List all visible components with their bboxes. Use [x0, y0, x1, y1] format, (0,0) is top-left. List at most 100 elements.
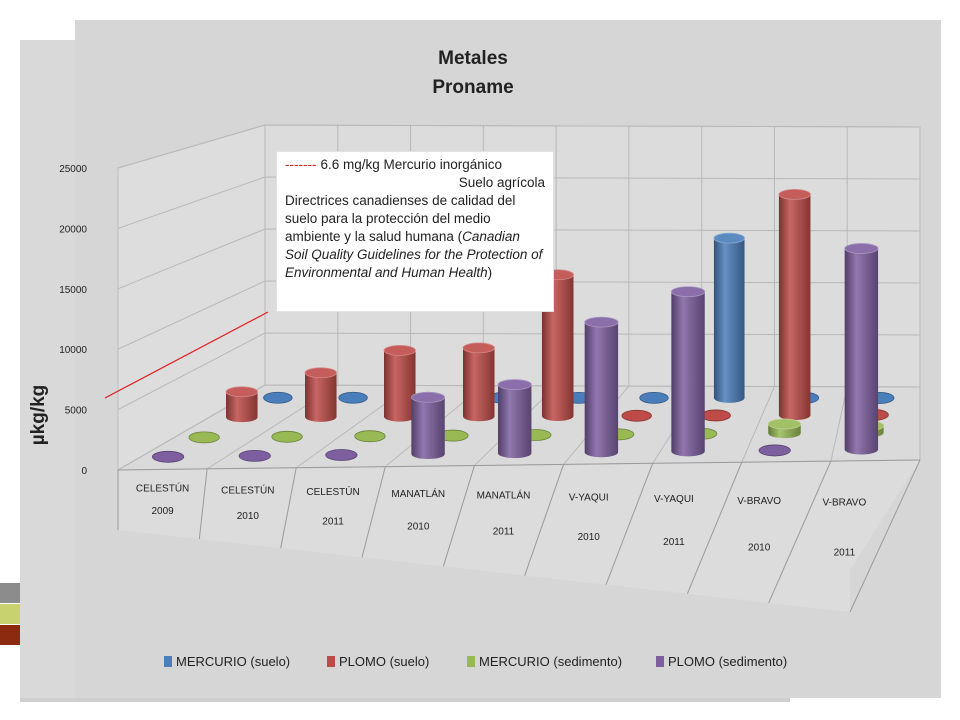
- annotation-line2: Suelo agrícola: [458, 175, 545, 190]
- bar-top: [188, 431, 220, 444]
- legend-label: PLOMO (suelo): [339, 654, 429, 669]
- bar: [263, 391, 293, 404]
- bar-body: [305, 372, 337, 422]
- bar-top: [700, 409, 731, 422]
- bar: [462, 342, 495, 422]
- annotation-body: Directrices canadienses de calidad del s…: [285, 193, 516, 244]
- bar-body: [411, 397, 445, 460]
- annotation-body-italic: Canadian Soil Quality Guidelines for the…: [285, 229, 543, 280]
- bar-top: [325, 449, 358, 461]
- y-tick-label: 20000: [59, 224, 87, 235]
- y-axis-label: µkg/kg: [28, 385, 49, 446]
- bar-body: [462, 347, 495, 422]
- category-label-name: MANATLÁN: [477, 489, 531, 502]
- bar-top: [225, 386, 258, 398]
- bar-top: [713, 232, 745, 244]
- y-tick-label: 5000: [65, 406, 88, 417]
- category-divider: [442, 465, 475, 567]
- category-divider: [198, 468, 208, 540]
- bar: [338, 391, 368, 404]
- bar: [151, 450, 185, 463]
- category-axis-line: [117, 459, 921, 471]
- bar: [188, 431, 220, 444]
- category-divider: [768, 460, 832, 604]
- bar-body: [226, 391, 258, 423]
- category-label-year: 2009: [151, 506, 174, 517]
- category-label-year: 2011: [663, 537, 685, 548]
- category-divider: [686, 462, 743, 594]
- chart-title-line1: Metales: [438, 48, 508, 69]
- category-divider: [524, 464, 565, 576]
- bar-body: [713, 238, 745, 403]
- legend-label: PLOMO (sedimento): [668, 654, 787, 669]
- chart-bars: [151, 188, 895, 463]
- category-label-name: CELESTÚN: [136, 482, 189, 495]
- legend-swatch: [164, 656, 172, 667]
- bar: [383, 344, 416, 422]
- bar-body: [498, 384, 532, 459]
- y-tick-label: 10000: [59, 345, 87, 356]
- bar-top: [354, 430, 386, 443]
- chart-title-line2: Proname: [432, 77, 513, 98]
- legend-swatch: [656, 656, 664, 667]
- bar-body: [778, 194, 811, 421]
- legend-label: MERCURIO (suelo): [176, 654, 290, 669]
- threshold-annotation: ------- 6.6 mg/kg Mercurio inorgánico Sue…: [276, 151, 554, 312]
- bar: [238, 449, 271, 462]
- bar: [844, 243, 879, 455]
- y-tick-label: 25000: [59, 164, 87, 175]
- bar-top: [758, 444, 791, 457]
- bar-top: [767, 418, 802, 430]
- category-label-year: 2011: [322, 516, 344, 527]
- bar-top: [338, 391, 368, 404]
- bar-top: [151, 450, 185, 463]
- threshold-dash: -------: [285, 157, 317, 172]
- annotation-line1: 6.6 mg/kg Mercurio inorgánico: [320, 157, 503, 172]
- category-divider: [849, 459, 921, 613]
- bar: [584, 316, 619, 458]
- bar: [621, 409, 652, 422]
- bar-body: [584, 322, 619, 458]
- category-divider: [605, 463, 654, 585]
- chart-area-left: [20, 40, 75, 698]
- bar: [325, 449, 358, 461]
- bar-body: [671, 291, 705, 457]
- bar-top: [639, 391, 669, 404]
- bar-body: [844, 248, 879, 455]
- bar-top: [584, 316, 619, 328]
- bar-top: [462, 342, 495, 354]
- category-label-name: V-BRAVO: [737, 496, 781, 507]
- bar: [304, 367, 337, 422]
- bar-top: [263, 391, 293, 404]
- legend-swatch: [467, 656, 475, 667]
- legend-swatch: [327, 656, 335, 667]
- bar: [497, 379, 532, 459]
- category-table-bg: [118, 460, 920, 612]
- y-tick-label: 0: [81, 466, 87, 477]
- bar: [767, 418, 802, 439]
- y-axis-ticks: 0 5000 10000 15000 20000 25000: [59, 164, 87, 477]
- category-label-year: 2010: [748, 542, 771, 553]
- bar-top: [497, 379, 532, 390]
- bar: [639, 391, 669, 404]
- category-label-name: V-BRAVO: [823, 498, 867, 509]
- bar: [670, 286, 706, 457]
- bar-top: [383, 344, 416, 356]
- category-label-name: V-YAQUI: [654, 494, 694, 505]
- bar-top: [778, 188, 811, 200]
- bar-top: [304, 367, 337, 379]
- slide-accent-brown: [0, 625, 20, 645]
- bar-top: [410, 391, 446, 403]
- bar-top: [238, 449, 271, 462]
- bar-top: [621, 409, 652, 422]
- slide-accent-gray: [0, 583, 20, 603]
- category-label-year: 2010: [237, 511, 260, 522]
- category-label-year: 2010: [578, 532, 601, 543]
- category-label-year: 2011: [834, 548, 856, 559]
- category-divider: [361, 466, 386, 558]
- bar-top: [271, 430, 303, 443]
- category-label-name: CELESTÚN: [306, 485, 359, 498]
- bar: [778, 188, 811, 421]
- slide-accent-olive: [0, 604, 20, 624]
- bar: [271, 430, 303, 443]
